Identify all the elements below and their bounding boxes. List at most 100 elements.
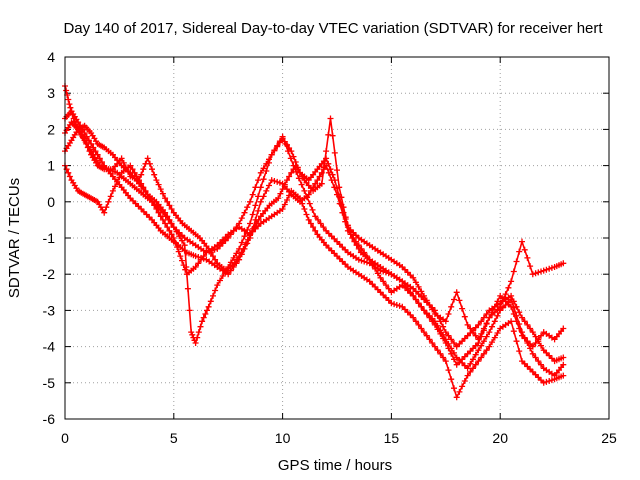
data-point-marker	[184, 285, 191, 292]
data-series-trace-c	[62, 162, 567, 401]
data-point-marker	[304, 194, 311, 201]
data-point-marker	[219, 273, 226, 279]
data-point-marker	[217, 277, 223, 284]
data-point-marker	[508, 278, 515, 285]
data-point-marker	[418, 288, 425, 295]
data-point-marker	[195, 254, 202, 260]
data-point-marker	[535, 338, 542, 345]
data-point-marker	[538, 377, 544, 384]
x-tick-label: 10	[275, 430, 291, 446]
data-point-marker	[508, 292, 515, 299]
data-point-marker	[426, 336, 433, 343]
data-point-marker	[459, 359, 466, 366]
data-point-marker	[497, 292, 504, 299]
data-point-marker	[527, 366, 534, 373]
data-point-marker	[336, 184, 343, 191]
data-point-marker	[453, 394, 460, 401]
data-point-marker	[202, 311, 209, 317]
data-point-marker	[453, 289, 460, 296]
data-point-marker	[535, 358, 542, 365]
data-point-marker	[393, 302, 400, 308]
data-point-marker	[494, 330, 501, 336]
data-point-marker	[312, 180, 319, 187]
data-point-marker	[440, 354, 447, 361]
data-point-marker	[513, 258, 520, 265]
data-point-marker	[84, 144, 91, 151]
x-tick-label: 20	[492, 430, 508, 446]
data-series-trace-b	[62, 108, 567, 379]
data-point-marker	[548, 377, 555, 384]
data-point-marker	[524, 363, 531, 370]
data-point-marker	[404, 309, 411, 316]
data-point-marker	[247, 232, 253, 239]
data-point-marker	[535, 374, 542, 381]
data-point-marker	[532, 270, 539, 277]
data-point-marker	[179, 232, 185, 239]
data-point-marker	[285, 148, 291, 155]
data-point-marker	[461, 353, 468, 360]
data-point-marker	[513, 312, 520, 319]
data-point-marker	[380, 278, 387, 285]
data-point-marker	[502, 291, 509, 298]
data-point-marker	[103, 204, 110, 211]
data-point-marker	[179, 257, 185, 264]
data-point-marker	[151, 171, 158, 178]
data-point-marker	[327, 166, 334, 173]
data-point-marker	[415, 300, 422, 307]
data-point-marker	[331, 250, 338, 257]
data-point-marker	[434, 347, 441, 354]
data-point-marker	[548, 355, 555, 362]
data-point-marker	[276, 179, 283, 186]
data-point-marker	[274, 142, 281, 149]
data-point-marker	[205, 303, 212, 310]
data-point-marker	[200, 253, 207, 260]
data-point-marker	[65, 96, 72, 103]
data-point-marker	[355, 242, 362, 249]
data-point-marker	[429, 304, 436, 311]
data-point-marker	[293, 168, 300, 175]
data-point-marker	[415, 291, 422, 298]
data-point-marker	[521, 360, 528, 367]
data-point-marker	[207, 298, 214, 305]
data-point-marker	[472, 361, 479, 368]
data-point-marker	[129, 166, 136, 173]
data-point-marker	[219, 236, 226, 243]
data-point-marker	[105, 198, 112, 205]
data-point-marker	[538, 342, 544, 349]
data-point-marker	[286, 192, 293, 199]
data-point-marker	[472, 351, 479, 358]
data-point-marker	[453, 343, 460, 350]
data-point-marker	[421, 329, 427, 336]
data-point-marker	[431, 307, 438, 314]
data-point-marker	[524, 254, 531, 261]
data-point-marker	[434, 322, 441, 329]
data-point-marker	[83, 133, 90, 140]
data-point-marker	[116, 174, 123, 181]
data-point-marker	[402, 306, 408, 313]
data-point-marker	[334, 167, 340, 174]
data-point-marker	[453, 361, 460, 368]
data-point-marker	[350, 229, 357, 236]
data-point-marker	[114, 178, 121, 185]
data-point-marker	[166, 216, 173, 223]
data-point-marker	[207, 249, 214, 256]
data-point-marker	[442, 358, 449, 365]
data-point-marker	[361, 249, 368, 256]
data-series-group	[62, 83, 567, 401]
y-axis-label: SDTVAR / TECUs	[6, 178, 23, 298]
data-point-marker	[448, 336, 455, 343]
data-point-marker	[538, 332, 544, 339]
data-point-marker	[448, 350, 455, 357]
data-point-marker	[461, 362, 468, 369]
data-point-marker	[200, 314, 207, 321]
data-point-marker	[312, 213, 319, 220]
data-point-marker	[225, 271, 232, 278]
data-point-marker	[543, 378, 550, 385]
data-point-marker	[489, 339, 495, 346]
data-point-marker	[437, 318, 444, 325]
data-point-marker	[510, 298, 517, 305]
data-point-marker	[437, 350, 444, 357]
data-point-marker	[339, 258, 346, 265]
data-point-marker	[415, 283, 422, 290]
data-point-marker	[540, 267, 547, 274]
